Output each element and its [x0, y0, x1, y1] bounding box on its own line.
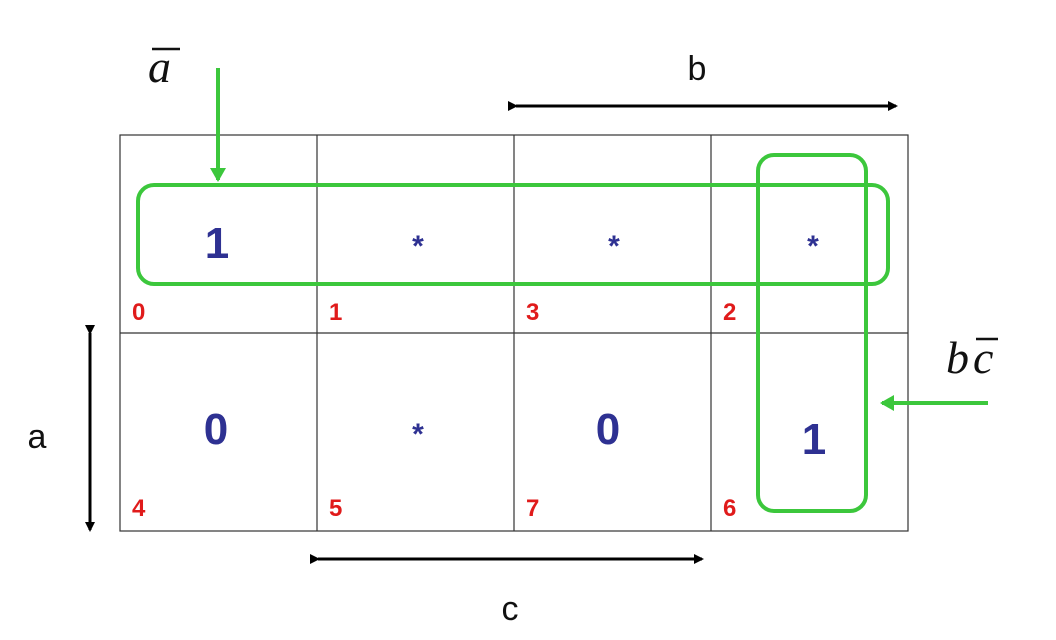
group-loop-b-c-bar — [756, 153, 868, 513]
cell-value: * — [807, 230, 819, 263]
cell-values: 1 * * * 0 * 0 1 — [204, 219, 826, 464]
cell-value: 1 — [205, 219, 229, 268]
term-variable: c — [973, 332, 993, 383]
variable-label-c: c — [502, 590, 519, 628]
variable-label-b: b — [688, 50, 707, 88]
variable-label-a: a — [28, 418, 47, 456]
kmap-grid — [119, 134, 909, 532]
term-variable: b — [946, 332, 969, 383]
cell-value: 0 — [596, 405, 620, 454]
group-loop-a-bar — [136, 183, 890, 286]
cell-index: 7 — [526, 495, 539, 522]
cell-index: 0 — [132, 299, 145, 326]
cell-value: * — [412, 230, 424, 263]
cell-indices: 0 1 3 2 4 5 7 6 — [132, 299, 736, 522]
cell-value: * — [608, 230, 620, 263]
cell-index: 3 — [526, 299, 539, 326]
cell-index: 6 — [723, 495, 736, 522]
cell-index: 1 — [329, 299, 342, 326]
cell-value: * — [412, 418, 424, 451]
cell-value: 0 — [204, 405, 228, 454]
cell-index: 2 — [723, 299, 736, 326]
cell-index: 4 — [132, 495, 146, 522]
term-variable: a — [148, 41, 171, 92]
cell-value: 1 — [802, 415, 826, 464]
group-term-b-c-bar: b c — [946, 332, 998, 383]
cell-index: 5 — [329, 495, 342, 522]
group-term-a-bar: a — [148, 41, 180, 92]
